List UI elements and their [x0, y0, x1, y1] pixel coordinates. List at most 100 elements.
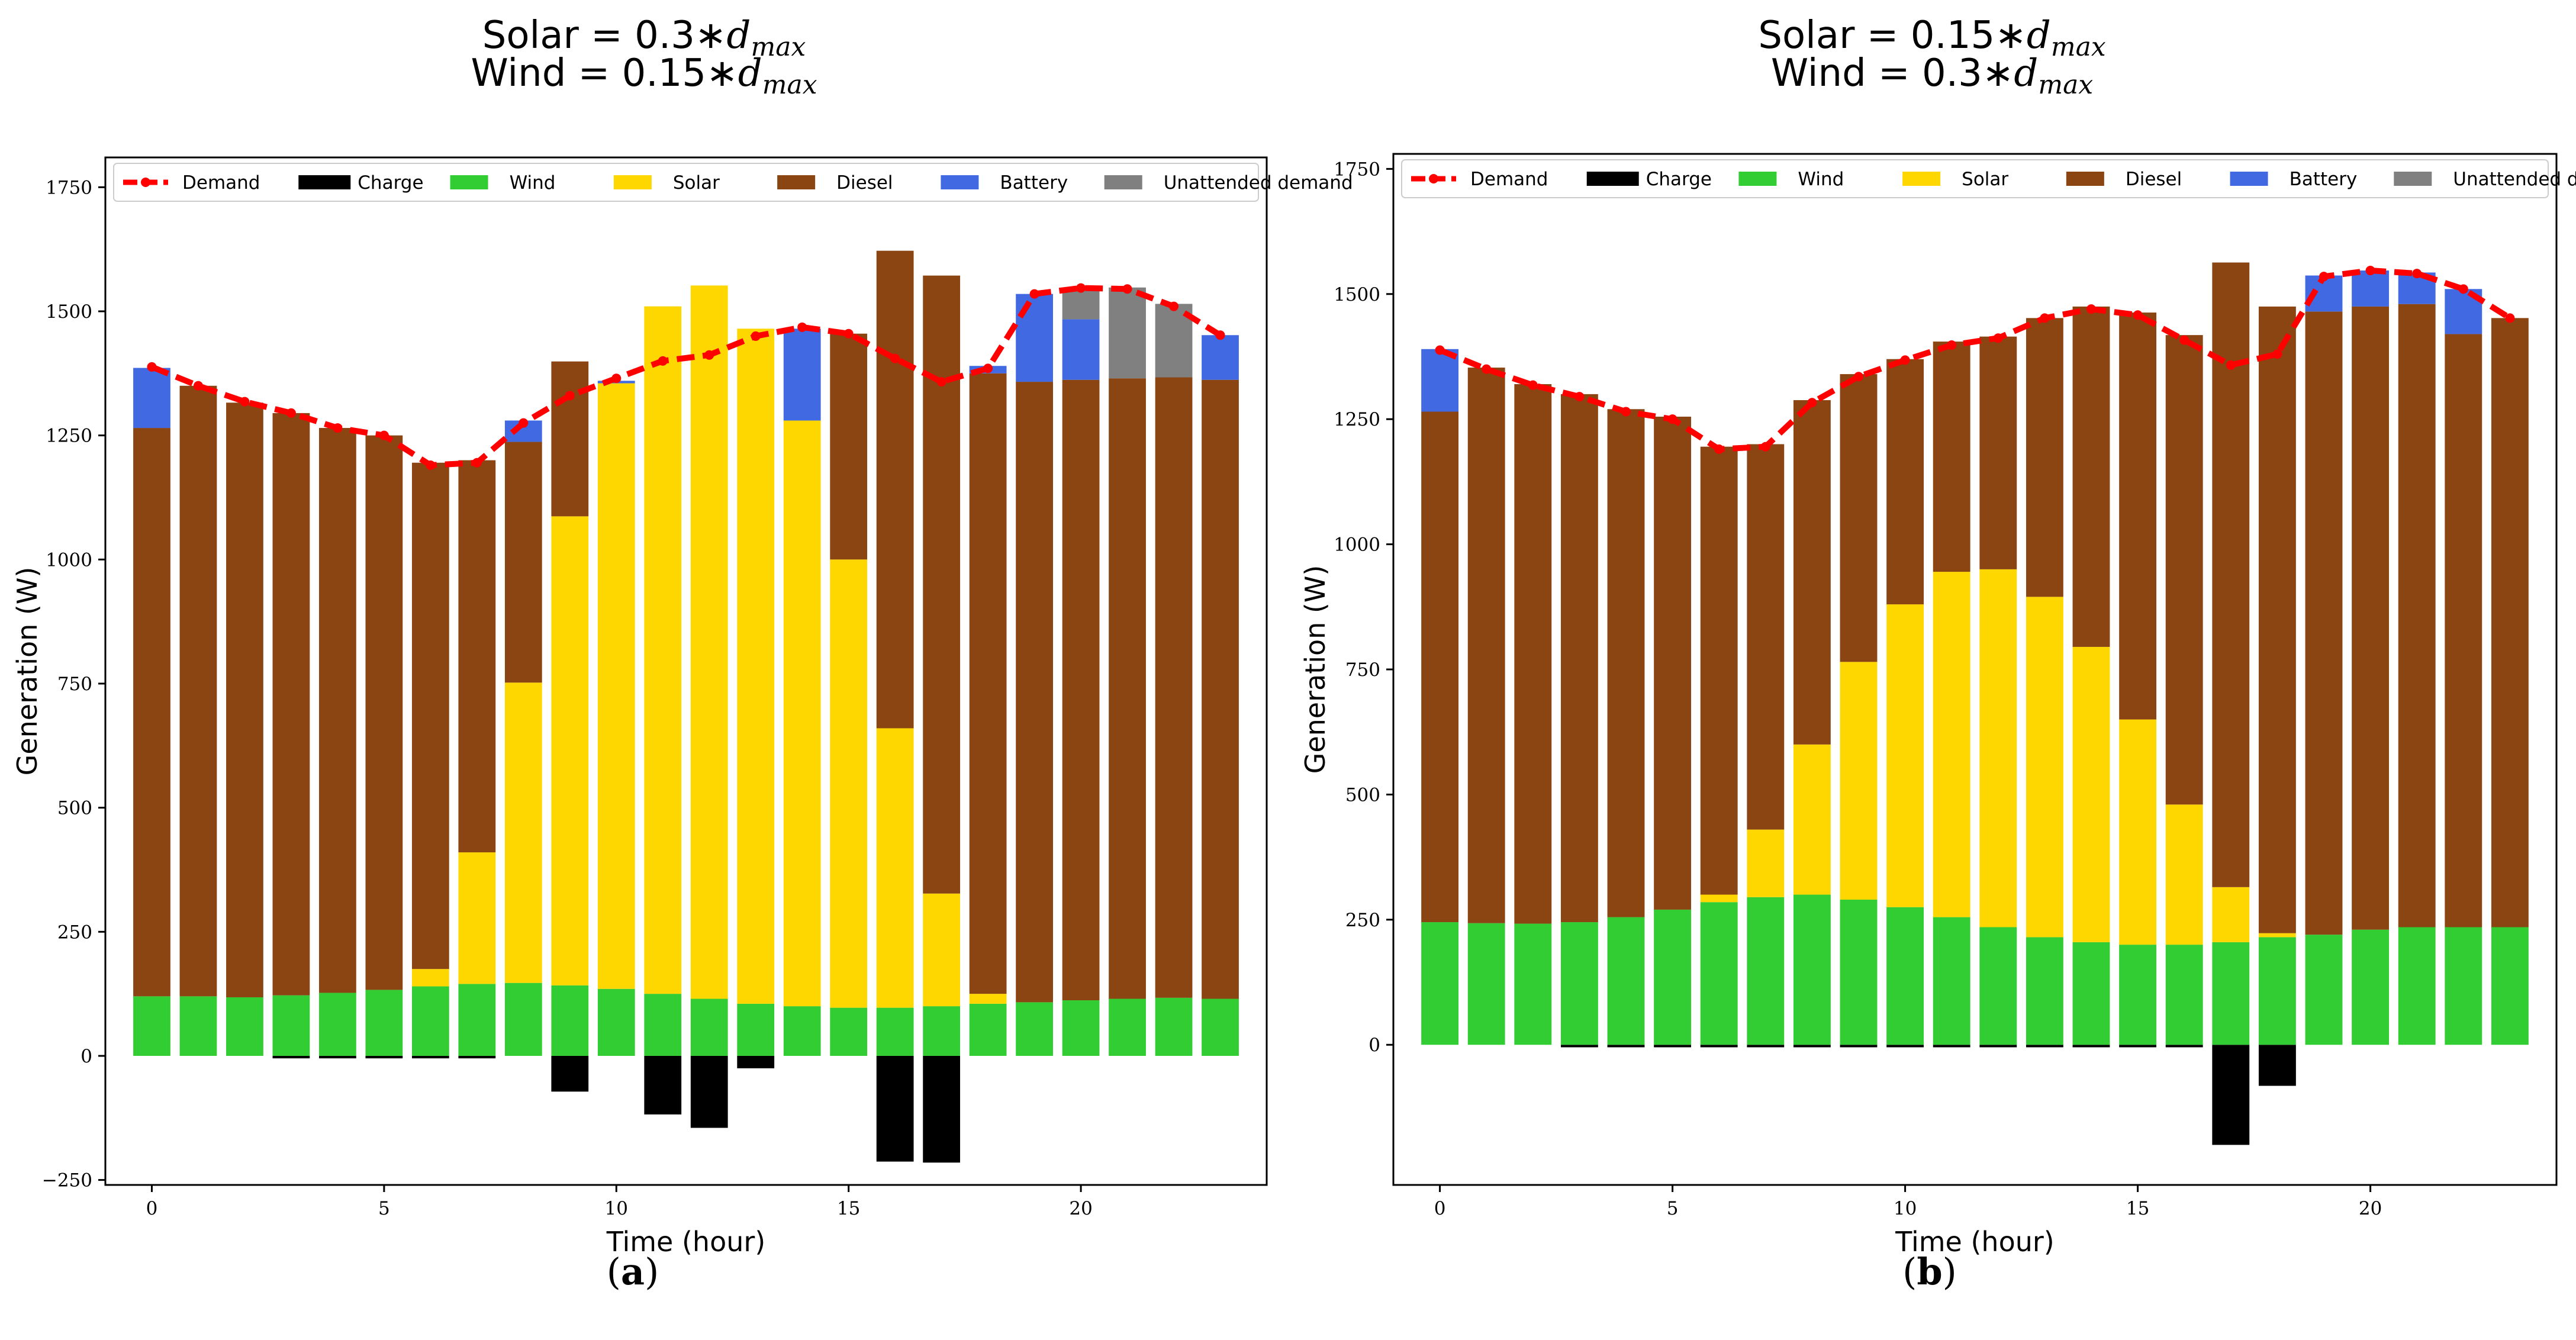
legend-label-charge: Charge: [1646, 169, 1712, 190]
bar-wind-4: [1607, 917, 1645, 1045]
legend-swatch-wind: [1738, 172, 1777, 186]
legend-label-wind: Wind: [1798, 169, 1844, 190]
bar-charge-6: [1700, 1045, 1738, 1048]
bar-wind-19: [2305, 935, 2343, 1045]
bar-charge-7: [1747, 1045, 1785, 1048]
bar-wind-17: [2212, 942, 2250, 1045]
demand-point-8: [1807, 398, 1817, 408]
legend-swatch-wind: [450, 175, 488, 189]
bar-wind-17: [923, 1006, 961, 1056]
bar-diesel-20: [1062, 379, 1100, 1001]
demand-point-9: [1854, 372, 1863, 382]
bar-wind-16: [876, 1007, 914, 1056]
demand-point-0: [1435, 345, 1445, 355]
y-axis-label: Generation (W): [1299, 565, 1331, 774]
demand-point-12: [704, 350, 714, 360]
bar-charge-3: [1560, 1045, 1598, 1048]
bar-wind-10: [1886, 907, 1924, 1045]
x-axis-label: Time (hour): [606, 1226, 765, 1258]
bar-wind-19: [1016, 1002, 1053, 1056]
legend-label-diesel: Diesel: [2126, 169, 2182, 190]
bar-unattended-demand-21: [1109, 287, 1146, 379]
legend-swatch-diesel: [777, 175, 816, 189]
bar-solar-11: [1933, 572, 1970, 917]
bar-charge-16: [2165, 1045, 2203, 1048]
bar-diesel-15: [2119, 313, 2157, 720]
bar-solar-8: [1793, 744, 1831, 895]
bar-wind-7: [458, 984, 496, 1056]
bar-diesel-18: [2258, 306, 2296, 933]
y-tick-label: 750: [57, 674, 92, 695]
demand-point-11: [658, 356, 668, 366]
bar-charge-12: [1979, 1045, 2017, 1048]
demand-point-20: [1076, 283, 1086, 293]
legend-swatch-battery: [2230, 172, 2268, 186]
bar-charge-11: [644, 1055, 682, 1114]
bar-solar-18: [2258, 933, 2296, 938]
bar-solar-13: [737, 328, 775, 1004]
y-tick-label: 1750: [46, 177, 92, 198]
demand-point-12: [1993, 333, 2003, 343]
bar-charge-16: [876, 1055, 914, 1162]
demand-point-16: [2179, 335, 2189, 345]
bar-wind-14: [783, 1006, 821, 1056]
bar-charge-4: [1607, 1045, 1645, 1048]
demand-point-6: [1714, 444, 1724, 454]
bar-charge-11: [1933, 1045, 1970, 1048]
demand-point-15: [2133, 310, 2143, 320]
bar-diesel-0: [1421, 411, 1459, 923]
bar-battery-20: [1062, 319, 1100, 380]
bar-wind-15: [830, 1007, 868, 1056]
bar-charge-13: [2026, 1045, 2063, 1048]
demand-line: [150, 285, 1222, 468]
bar-diesel-2: [226, 402, 263, 997]
legend-label-charge: Charge: [358, 172, 423, 194]
bar-wind-15: [2119, 945, 2157, 1045]
demand-point-13: [751, 331, 761, 341]
demand-point-22: [1169, 301, 1179, 311]
bar-battery-14: [783, 328, 821, 421]
bar-solar-15: [2119, 719, 2157, 945]
bar-charge-5: [365, 1055, 403, 1059]
bar-diesel-13: [2026, 318, 2063, 597]
bar-charge-5: [1654, 1045, 1692, 1048]
demand-point-18: [983, 363, 993, 373]
chart-title-line-2: Wind = 0.3∗dmax: [1770, 51, 2094, 101]
demand-point-14: [797, 322, 807, 332]
demand-point-3: [286, 408, 296, 418]
bar-diesel-16: [876, 250, 914, 729]
y-tick-label: 1750: [1334, 159, 1380, 180]
x-tick-label: 5: [378, 1198, 390, 1219]
x-tick-label: 20: [2359, 1198, 2382, 1219]
bar-wind-23: [1202, 998, 1239, 1056]
bar-wind-11: [644, 994, 682, 1056]
bar-charge-17: [923, 1055, 961, 1163]
bar-wind-14: [2072, 942, 2110, 1045]
demand-point-23: [2505, 313, 2515, 323]
demand-point-23: [1215, 330, 1225, 340]
demand-point-18: [2272, 349, 2282, 359]
bar-wind-12: [1979, 927, 2017, 1045]
demand-point-22: [2458, 284, 2468, 294]
bar-wind-1: [1467, 923, 1505, 1045]
bar-battery-23: [1202, 335, 1239, 380]
bar-solar-10: [1886, 604, 1924, 907]
bar-diesel-6: [411, 462, 449, 969]
bar-solar-8: [504, 682, 542, 983]
bar-solar-18: [969, 994, 1007, 1004]
x-axis-label: Time (hour): [1895, 1226, 2054, 1258]
demand-point-2: [240, 397, 250, 407]
chart-title-line-1: Solar = 0.15∗dmax: [1758, 14, 2106, 63]
demand-point-17: [936, 377, 946, 387]
bar-wind-11: [1933, 917, 1970, 1045]
demand-point-10: [1900, 355, 1910, 365]
bar-charge-15: [2119, 1045, 2157, 1048]
bar-diesel-4: [1607, 409, 1645, 917]
bar-diesel-4: [319, 428, 356, 993]
bar-wind-18: [2258, 937, 2296, 1045]
bar-diesel-18: [969, 373, 1007, 994]
demand-point-5: [1667, 414, 1677, 424]
demand-point-6: [426, 460, 436, 470]
bar-solar-17: [923, 893, 961, 1007]
bar-diesel-5: [1654, 416, 1692, 910]
